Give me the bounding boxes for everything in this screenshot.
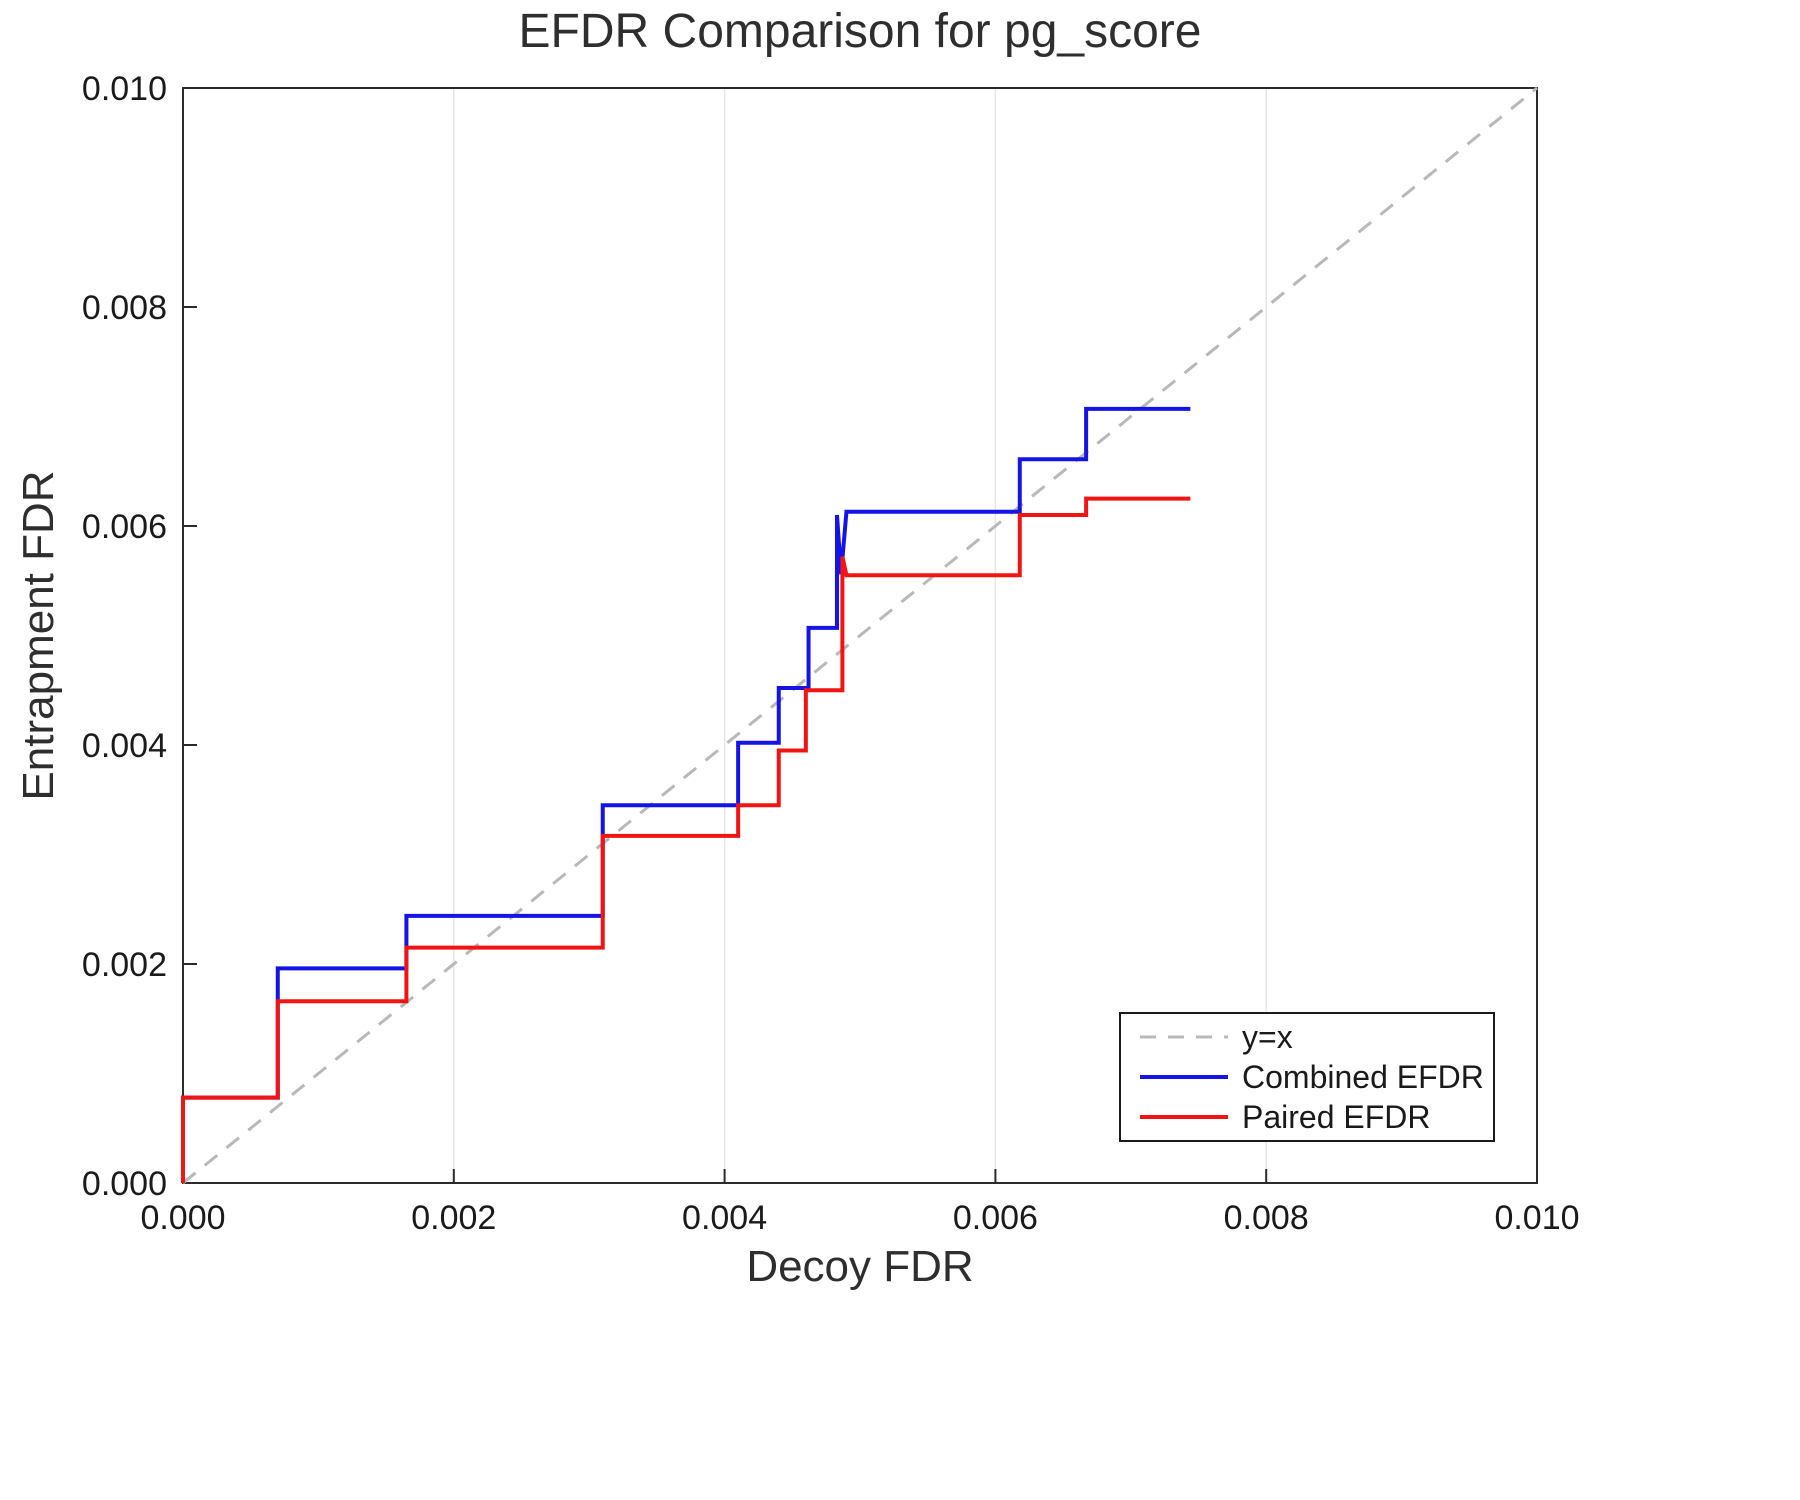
x-tick-label: 0.008	[1224, 1199, 1309, 1237]
series-line-paired-efdr	[181, 496, 1191, 1183]
x-tick-label: 0.010	[1494, 1199, 1579, 1237]
legend-label: Combined EFDR	[1242, 1059, 1484, 1095]
x-tick-label: 0.004	[682, 1199, 767, 1237]
series-line-y-x	[182, 86, 1538, 1185]
y-tick-label: 0.000	[82, 1165, 167, 1203]
legend-label: Paired EFDR	[1242, 1099, 1431, 1135]
x-axis-label: Decoy FDR	[746, 1242, 974, 1291]
series-line-combined-efdr	[181, 406, 1191, 1183]
y-tick-label: 0.008	[82, 289, 167, 327]
legend-label: y=x	[1242, 1019, 1293, 1055]
x-tick-label: 0.002	[411, 1199, 496, 1237]
y-tick-label: 0.006	[82, 508, 167, 546]
y-tick-label: 0.004	[82, 727, 167, 765]
y-tick-label: 0.010	[82, 70, 167, 108]
y-tick-label: 0.002	[82, 946, 167, 984]
chart-title: EFDR Comparison for pg_score	[518, 5, 1202, 58]
plot-frame	[182, 87, 1538, 1184]
x-tick-label: 0.006	[953, 1199, 1038, 1237]
x-tick-label: 0.000	[140, 1199, 225, 1237]
